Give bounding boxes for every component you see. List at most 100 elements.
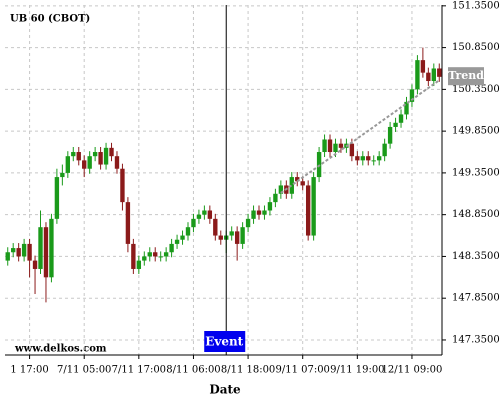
candle-body [76, 152, 81, 161]
candle-body [295, 177, 300, 182]
candle-body [196, 214, 202, 219]
candle-body [32, 260, 38, 269]
x-tick-label: 9/11 07:00 [275, 365, 329, 376]
candle-body [174, 239, 180, 244]
candle-body [87, 156, 92, 169]
candle-body [305, 185, 311, 236]
event-label-box [204, 331, 246, 352]
candle-body [278, 185, 284, 194]
y-tick-label: 149.8500 [452, 126, 500, 137]
trend-line [280, 79, 440, 194]
candle-body [38, 227, 43, 269]
candle-body [273, 193, 278, 203]
candle-body [54, 177, 60, 219]
candle-body [431, 68, 436, 82]
candle-body [333, 143, 338, 153]
grid [5, 5, 442, 355]
candle-body [21, 243, 27, 257]
candle-body [158, 256, 163, 258]
candle-body [338, 143, 344, 148]
candle-body [191, 218, 196, 228]
candle-body [169, 243, 174, 253]
candle-body [355, 156, 360, 161]
candle-body [120, 168, 125, 203]
candle-body [27, 243, 32, 261]
candle-body [376, 156, 382, 161]
candle-body [327, 139, 333, 153]
candle-body [98, 152, 103, 165]
candle-body [415, 60, 420, 90]
candle-body [11, 248, 16, 253]
chart-title: UB 60 (CBOT) [10, 14, 90, 25]
candle-body [185, 227, 191, 236]
x-axis-label: Date [209, 383, 241, 397]
x-tick-label: 7/11 05:00 [57, 365, 111, 376]
candle-body [131, 243, 136, 269]
candle-body [267, 202, 273, 211]
y-tick-label: 148.8500 [452, 209, 500, 220]
candle-body [202, 210, 207, 215]
y-tick-label: 147.3500 [452, 334, 500, 345]
candle-body [256, 210, 262, 215]
y-tick-label: 148.3500 [452, 251, 500, 262]
candle-body [371, 160, 376, 162]
candle-body [360, 156, 365, 161]
candle-body [426, 72, 431, 82]
candle-body [92, 152, 98, 157]
candle-body [125, 202, 131, 244]
candle-body [393, 122, 398, 127]
candle-body [163, 252, 169, 257]
candle-body [349, 143, 355, 157]
candle-body [311, 177, 316, 236]
candle-body [60, 172, 65, 178]
candle-body [142, 256, 147, 261]
x-tick-label: 12/11 09:00 [382, 365, 443, 376]
candle-body [437, 68, 442, 77]
x-tick-label: 8/11 06:00 [166, 365, 220, 376]
candle-body [300, 181, 305, 186]
y-tick-label: 151.3500 [452, 0, 500, 11]
candle-body [251, 210, 256, 219]
watermark: www.delkos.com [14, 344, 107, 355]
candle-body [409, 89, 415, 102]
trend-label-box [448, 67, 484, 86]
candle-body [240, 227, 245, 244]
candle-body [180, 235, 185, 240]
x-tick-label: 1 17:00 [10, 365, 48, 376]
candle-body [207, 210, 213, 219]
candle-body [103, 147, 109, 165]
candle-body [109, 147, 114, 157]
candle-body [65, 156, 71, 173]
candle-body [5, 252, 10, 261]
candle-body [245, 218, 251, 228]
candle-body [382, 143, 387, 157]
candle-body [82, 160, 87, 169]
candle-body [322, 139, 327, 153]
candle-body [289, 177, 294, 194]
candle-body [147, 252, 152, 257]
x-tick-label: 9/11 19:00 [330, 365, 384, 376]
x-tick-label: 8/11 18:00 [221, 365, 275, 376]
y-tick-label: 150.3500 [452, 84, 500, 95]
candle-body [366, 156, 371, 161]
candle-body [398, 114, 404, 123]
candle-body [387, 126, 393, 144]
candle-body [229, 231, 234, 236]
candle-body [49, 218, 54, 278]
event-label: Event [205, 335, 243, 349]
candle-body [404, 101, 409, 115]
candle-body [218, 235, 223, 240]
y-tick-label: 147.8500 [452, 293, 500, 304]
candle-body [114, 156, 120, 169]
candle-body [16, 248, 21, 257]
candle-body [262, 210, 267, 215]
y-tick-label: 150.8500 [452, 42, 500, 53]
y-tick-label: 149.3500 [452, 167, 500, 178]
candle-body [71, 152, 76, 157]
candle-body [213, 218, 218, 236]
candle-body [234, 231, 240, 244]
candle-body [136, 260, 142, 269]
trend-label: Trend [448, 69, 484, 82]
candle-body [153, 252, 158, 257]
